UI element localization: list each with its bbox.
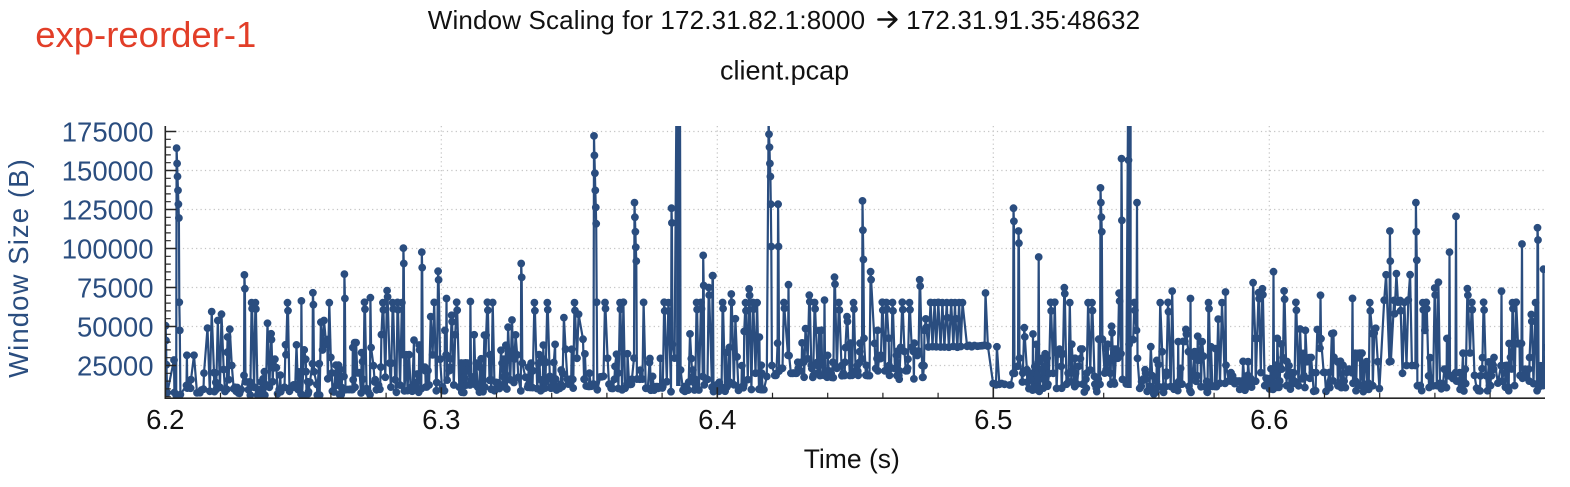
svg-text:6.3: 6.3 [422,404,460,435]
svg-text:Time (s): Time (s) [804,444,900,474]
svg-text:exp-reorder-1: exp-reorder-1 [35,14,256,55]
svg-text:100000: 100000 [62,233,154,264]
svg-text:150000: 150000 [62,155,154,186]
svg-text:6.5: 6.5 [974,404,1012,435]
svg-text:Window Scaling for 172.31.82.1: Window Scaling for 172.31.82.1:8000 → 17… [428,5,1140,35]
svg-text:6.6: 6.6 [1250,404,1288,435]
svg-text:client.pcap: client.pcap [720,56,849,86]
svg-text:125000: 125000 [62,194,154,225]
svg-text:6.4: 6.4 [698,404,736,435]
svg-text:75000: 75000 [77,272,153,303]
svg-text:25000: 25000 [77,350,153,381]
svg-text:175000: 175000 [62,116,154,147]
svg-text:6.2: 6.2 [146,404,184,435]
svg-text:Window Size (B): Window Size (B) [3,158,34,378]
svg-text:50000: 50000 [77,311,153,342]
